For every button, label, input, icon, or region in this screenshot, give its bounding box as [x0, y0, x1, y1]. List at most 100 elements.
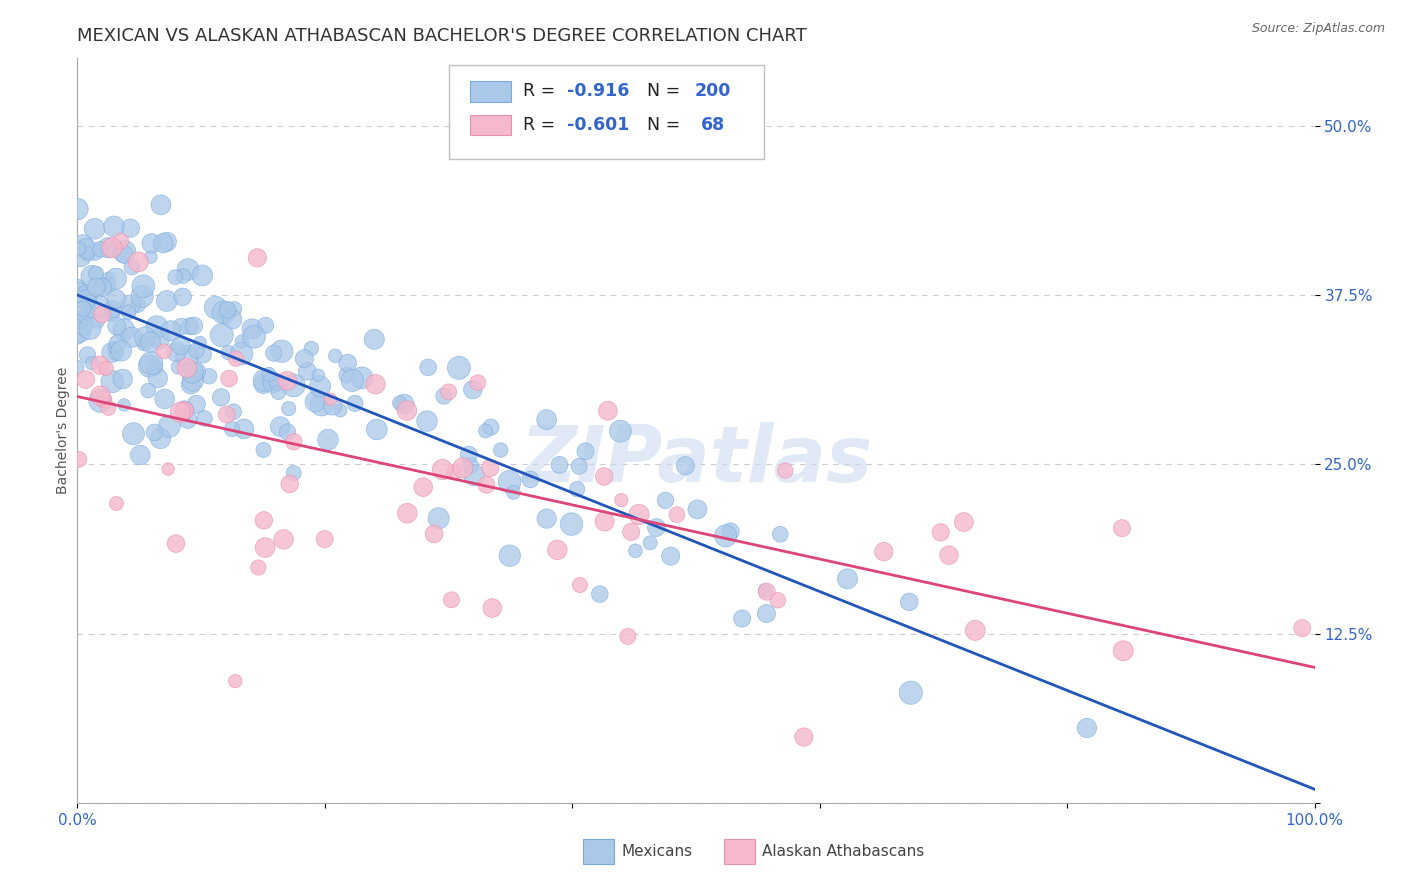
Point: [67, 284, 90, 298]
Point: [278, 476, 301, 491]
Point: [565, 482, 588, 496]
Point: [321, 399, 343, 413]
Point: [186, 343, 208, 358]
Point: [766, 593, 789, 607]
Point: [165, 536, 187, 550]
Point: [156, 293, 179, 308]
Text: Source: ZipAtlas.com: Source: ZipAtlas.com: [1251, 22, 1385, 36]
Point: [72, 238, 94, 252]
Point: [416, 414, 439, 428]
Point: [1076, 721, 1098, 735]
Point: [77, 246, 100, 260]
Point: [266, 376, 288, 390]
Point: [121, 330, 143, 344]
Point: [107, 336, 129, 351]
Point: [89, 393, 111, 408]
Point: [176, 350, 198, 364]
Text: 68: 68: [700, 116, 724, 134]
Point: [433, 389, 456, 403]
Point: [292, 351, 315, 366]
Point: [755, 607, 778, 621]
Point: [252, 442, 274, 457]
Point: [165, 270, 187, 285]
Point: [395, 403, 418, 417]
Point: [489, 443, 512, 458]
Point: [101, 375, 124, 389]
Point: [432, 462, 454, 476]
Point: [83, 222, 105, 236]
Point: [105, 346, 128, 360]
Point: [624, 543, 647, 558]
Text: Alaskan Athabascans: Alaskan Athabascans: [762, 845, 924, 859]
Point: [89, 389, 111, 403]
Point: [837, 572, 859, 586]
Text: MEXICAN VS ALASKAN ATHABASCAN BACHELOR'S DEGREE CORRELATION CHART: MEXICAN VS ALASKAN ATHABASCAN BACHELOR'S…: [77, 28, 807, 45]
Point: [873, 544, 896, 558]
Point: [146, 319, 169, 334]
Point: [457, 448, 479, 462]
Point: [93, 392, 115, 407]
Point: [121, 260, 143, 274]
Point: [222, 405, 245, 419]
Point: [217, 302, 239, 317]
Point: [152, 236, 174, 251]
Point: [120, 298, 142, 312]
Point: [443, 465, 465, 479]
Point: [394, 397, 416, 411]
Point: [90, 243, 112, 257]
Point: [427, 511, 450, 525]
Point: [536, 511, 558, 525]
Point: [67, 242, 90, 256]
Point: [460, 458, 482, 473]
Point: [105, 292, 128, 306]
Point: [269, 419, 291, 434]
Point: [253, 374, 276, 388]
Point: [70, 313, 93, 327]
Point: [714, 529, 737, 543]
Point: [86, 314, 108, 328]
Point: [720, 524, 742, 539]
Point: [181, 374, 204, 388]
Point: [754, 583, 776, 598]
Point: [502, 485, 524, 500]
Point: [198, 369, 221, 384]
Point: [1111, 521, 1133, 535]
Point: [481, 601, 503, 615]
Point: [97, 241, 120, 255]
Point: [793, 730, 815, 744]
FancyBboxPatch shape: [470, 114, 512, 136]
Point: [72, 310, 94, 324]
Point: [183, 318, 205, 333]
Point: [112, 398, 135, 412]
Point: [170, 338, 193, 352]
Point: [66, 202, 89, 216]
Point: [134, 330, 156, 344]
Point: [568, 459, 591, 474]
Point: [139, 335, 162, 350]
Point: [283, 466, 305, 480]
Point: [170, 319, 193, 334]
Point: [673, 458, 696, 473]
Point: [110, 343, 132, 358]
Point: [172, 290, 194, 304]
Point: [329, 403, 352, 417]
Point: [246, 251, 269, 265]
Point: [247, 560, 270, 574]
Point: [233, 422, 256, 436]
Point: [193, 348, 215, 362]
Point: [231, 346, 253, 360]
Text: R =: R =: [523, 116, 561, 134]
Point: [105, 318, 128, 333]
Point: [775, 464, 797, 478]
Point: [153, 344, 176, 359]
Point: [100, 306, 122, 320]
Point: [105, 496, 128, 510]
Point: [755, 584, 778, 599]
Point: [165, 344, 187, 359]
Text: -0.916: -0.916: [567, 82, 628, 101]
Point: [253, 513, 276, 527]
Point: [938, 548, 960, 562]
Point: [898, 595, 921, 609]
Point: [84, 267, 107, 281]
Point: [72, 318, 94, 332]
